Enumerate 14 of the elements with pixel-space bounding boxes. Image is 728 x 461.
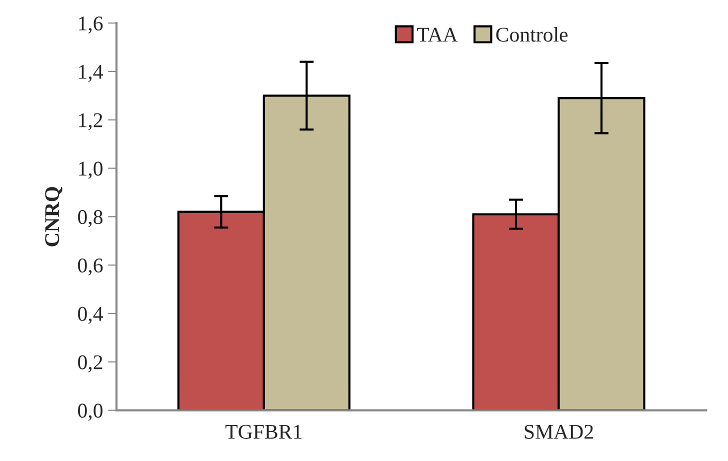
y-tick-label: 1,0 (79, 162, 102, 179)
y-tick-label: 0,8 (78, 210, 102, 228)
y-tick-label: 1,2 (79, 113, 102, 130)
legend-label: TAA (417, 28, 458, 42)
legend-label: Controle (496, 27, 568, 42)
y-tick-label: 1,6 (79, 16, 103, 34)
y-tick-label: 1,4 (79, 64, 103, 82)
y-tick-label: 0,6 (78, 258, 103, 276)
y-tick-label: 0,0 (78, 404, 102, 421)
y-axis-title: CNRQ (45, 186, 62, 246)
x-tick-label: SMAD2 (524, 424, 593, 439)
y-tick-label: 0,4 (78, 306, 103, 324)
y-tick-label: 0,2 (78, 355, 102, 372)
x-tick-label: TGFBR1 (225, 424, 302, 439)
